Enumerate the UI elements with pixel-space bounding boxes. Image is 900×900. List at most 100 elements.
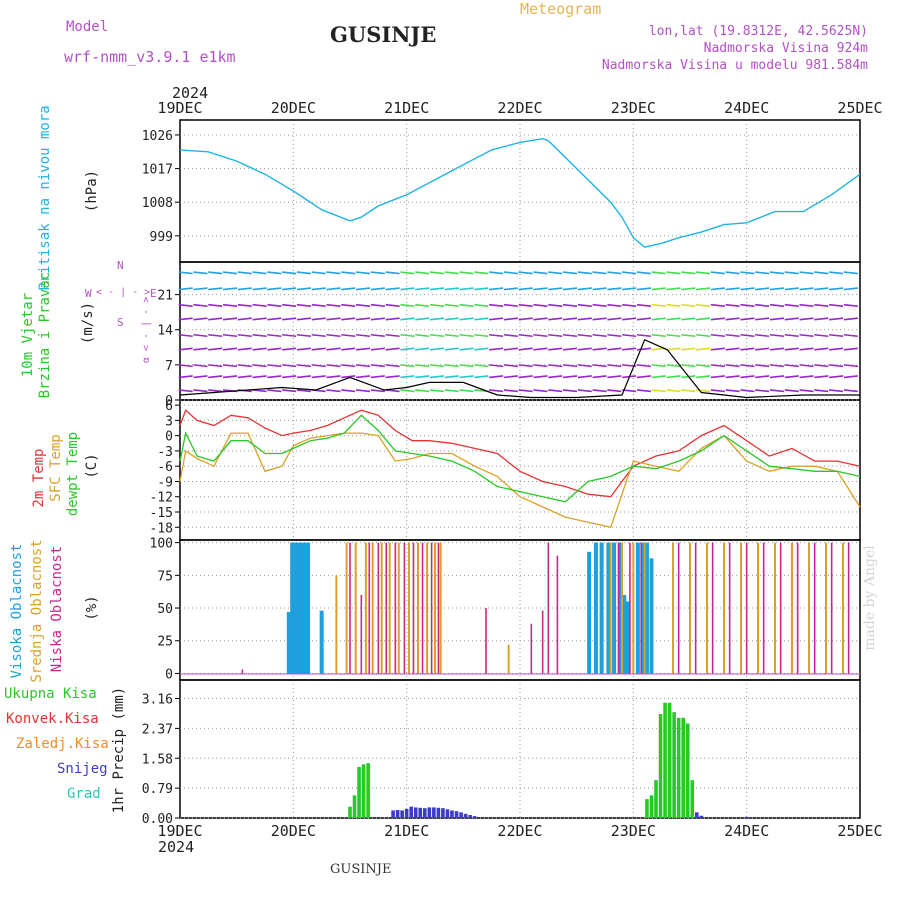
wind-barb (429, 317, 445, 321)
wind-barb (592, 389, 607, 393)
wind-barb (577, 347, 592, 351)
wind-barb (341, 389, 356, 393)
wind-barb (695, 347, 711, 351)
wind-barb (326, 375, 341, 379)
wind-barb (267, 317, 282, 321)
wind-barb (370, 375, 385, 379)
cloud-low-bar (241, 669, 244, 674)
wind-barb (178, 375, 193, 379)
precip-snow-bar (413, 807, 418, 818)
cloud-mid-bar (397, 542, 400, 674)
wind-barb (769, 303, 785, 307)
cloud-mid-bar (808, 542, 810, 674)
wind-barb (252, 271, 267, 275)
wind-barb (326, 303, 341, 307)
wind-barb (296, 333, 312, 338)
wind-barb (282, 317, 297, 321)
wind-barb (282, 364, 297, 368)
wind-barb (415, 333, 430, 338)
wind-barb (503, 287, 518, 291)
wind-barb (799, 375, 814, 379)
cloud-mid-bar (426, 542, 429, 674)
wind-barb (252, 287, 267, 291)
wind-barb (400, 287, 415, 291)
wind-barb (562, 375, 578, 379)
wind-barb (607, 271, 622, 275)
precip-snow-bar (445, 809, 450, 818)
wind-barb (474, 317, 489, 321)
y-tick-label: -9 (157, 475, 173, 490)
wind-barb (311, 303, 326, 307)
wind-barb (429, 271, 445, 275)
wind-barb (429, 303, 445, 307)
wind-barb (710, 364, 725, 368)
wind-barb (341, 317, 356, 321)
legend-snijeg: Snijeg (57, 761, 108, 777)
wind-barb (666, 375, 681, 379)
precip-rain-bar (672, 712, 676, 818)
wind-barb (400, 389, 415, 393)
wind-barb (755, 333, 770, 338)
wind-barb (548, 375, 563, 379)
precip-snow-bar (391, 810, 395, 818)
wind-barb (370, 333, 385, 338)
wind-barb (311, 271, 326, 275)
wind-barb (622, 287, 637, 291)
wind-barb (533, 389, 548, 393)
wind-barb (740, 287, 755, 291)
wind-barb (252, 333, 267, 338)
wind-barb (666, 364, 681, 368)
wind-barb (784, 333, 799, 338)
wind-barb (237, 347, 252, 351)
precip-snow-bar (427, 807, 432, 818)
wind-barb (636, 333, 652, 338)
wind-barb (385, 375, 400, 379)
wind-barb (799, 271, 814, 275)
wind-barb (518, 317, 533, 321)
y-tick-label: -6 (157, 460, 173, 475)
wind-barb (415, 389, 430, 393)
wind-barb (784, 317, 799, 321)
y-tick-label: 0 (165, 667, 173, 682)
precip-rain-bar (348, 806, 352, 818)
wind-barb (695, 333, 711, 338)
cloud-high-bar (593, 542, 598, 674)
wind-barb (370, 317, 385, 321)
wind-barb (489, 303, 504, 307)
wind-barb (208, 303, 223, 307)
wind-barb (636, 364, 652, 368)
wind-barb (592, 287, 607, 291)
y-tick-label: 25 (157, 635, 173, 650)
footer-title: GUSINJE (330, 862, 392, 877)
wind-barb (784, 389, 799, 393)
cloud-low-bar (640, 542, 643, 674)
precip-rain-bar (649, 795, 654, 818)
wind-barb (503, 375, 518, 379)
wind-barb (843, 317, 858, 321)
wind-barb (829, 333, 844, 338)
wind-barb (385, 333, 400, 338)
precip-snow-bar (404, 808, 409, 818)
wind-barb (267, 333, 282, 338)
wind-barb (355, 303, 371, 307)
wind-barb (607, 375, 622, 379)
wind-barb (326, 333, 341, 338)
wind-barb (666, 317, 681, 321)
wind-barb (444, 347, 459, 351)
cloud-high-bar (306, 542, 311, 674)
wind-barb (725, 287, 740, 291)
wind-barb (208, 317, 223, 321)
precip-rain-bar (685, 723, 690, 818)
wind-barb (282, 375, 297, 379)
cloud-low-bar (711, 542, 714, 674)
cloud-mid-bar (364, 542, 367, 674)
wind-barb (562, 271, 578, 275)
wind-barb (755, 271, 770, 275)
wind-barb (769, 333, 785, 338)
wind-barb (607, 303, 622, 307)
wind-barb (296, 347, 312, 351)
temp-2m-line (179, 409, 861, 498)
wind-barb (548, 287, 563, 291)
wind-barb (814, 364, 829, 368)
